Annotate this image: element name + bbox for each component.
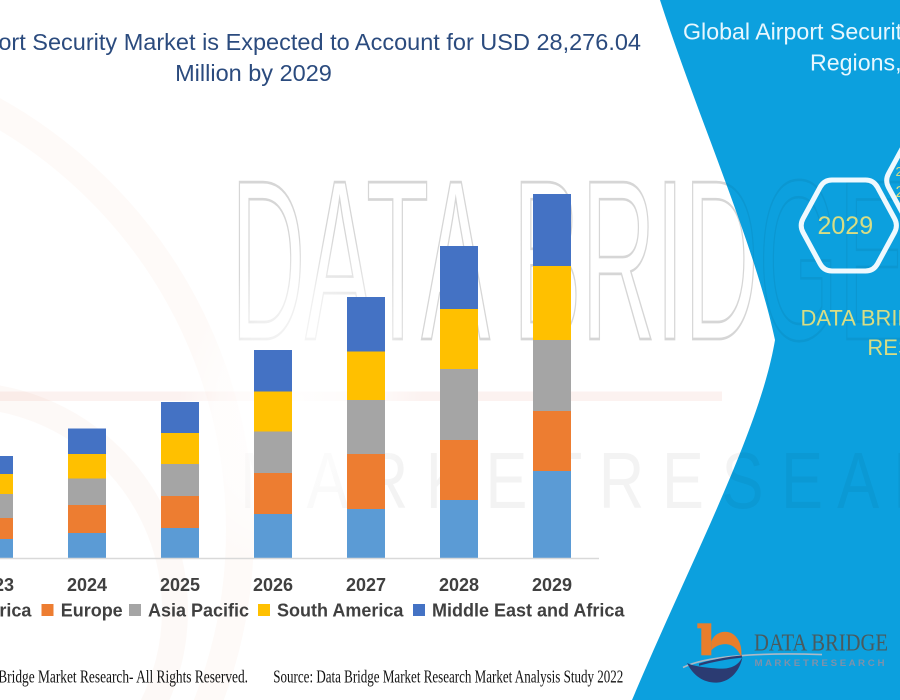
svg-text:Regions, 2022 to 2029: Regions, 2022 to 2029 [810,50,900,76]
svg-text:South America: South America [277,601,404,621]
svg-text:North America: North America [0,601,32,621]
svg-text:2025: 2025 [160,575,200,595]
svg-text:Middle East and Africa: Middle East and Africa [432,601,625,621]
svg-text:2023: 2023 [0,575,14,595]
svg-text:2026: 2026 [253,575,293,595]
svg-text:Million by 2029: Million by 2029 [175,60,332,86]
svg-text:Europe: Europe [61,601,123,621]
svg-text:2027: 2027 [346,575,386,595]
svg-text:2029: 2029 [532,575,572,595]
svg-text:Source: Data Bridge Market Res: Source: Data Bridge Market Research Mark… [273,667,623,687]
svg-text:2: 2 [896,184,900,201]
svg-text:Global Airport Security Market: Global Airport Security Market, By [683,19,900,45]
svg-text:2029: 2029 [817,212,873,240]
svg-text:Asia Pacific: Asia Pacific [148,601,249,621]
svg-text:2: 2 [896,164,900,179]
svg-text:DATA BRIDGE: DATA BRIDGE [754,631,888,657]
svg-text:© 2022 Data Bridge Market Rese: © 2022 Data Bridge Market Research- All … [0,667,248,687]
svg-text:Global Airport Security Market: Global Airport Security Market is Expect… [0,29,641,55]
svg-text:2024: 2024 [67,575,107,595]
svg-text:M A R K E T R E S E A R C H: M A R K E T R E S E A R C H [755,658,885,668]
svg-text:2028: 2028 [439,575,479,595]
